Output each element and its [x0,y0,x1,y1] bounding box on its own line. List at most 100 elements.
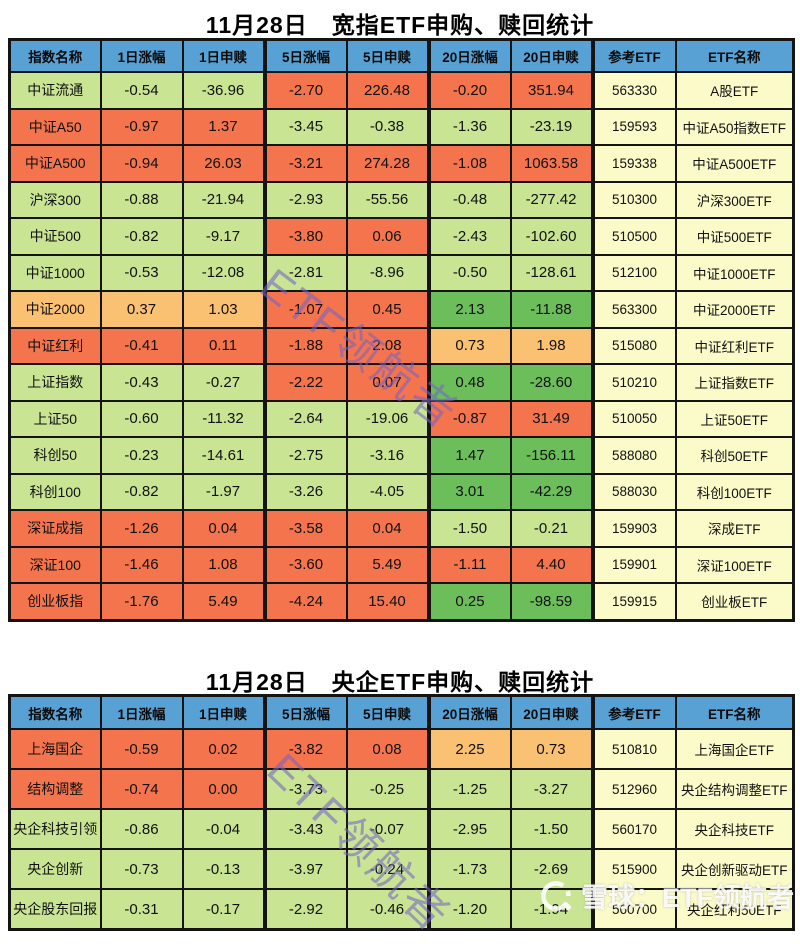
index-name-cell: 中证A50 [8,107,102,146]
index-name-cell: 上证指数 [8,363,102,402]
value-cell: 0.73 [509,728,594,770]
index-name-cell: 上海国企 [8,728,102,770]
value-cell: -11.32 [181,399,266,438]
table-row: 沪深300 -0.88 -21.94 -2.93 -55.56 -0.48 -277.42 5… [8,180,795,219]
central-enterprise-etf-table: 指数名称 1日涨幅 1日申赎 5日涨幅 5日申赎 20日涨幅 20日申赎 参考ETF ETF名称… [8,694,795,931]
value-cell: -0.88 [99,180,184,219]
value-cell: -1.08 [426,144,512,183]
value-cell: 0.11 [181,326,266,365]
etf-code-cell: 560170 [590,808,677,850]
etf-code-cell: 159915 [590,582,677,621]
etf-code-cell: 512100 [590,253,677,292]
value-cell: -156.11 [509,436,594,475]
value-cell: 3.01 [426,472,512,511]
column-header: 5日涨幅 [262,38,348,73]
value-cell: -1.50 [426,509,512,548]
value-cell: 1.37 [181,107,266,146]
value-cell: -3.45 [262,107,348,146]
etf-name-cell: 科创100ETF [674,472,795,511]
value-cell: 0.07 [345,363,430,402]
value-cell: -42.29 [509,472,594,511]
value-cell: 1.03 [181,290,266,329]
index-name-cell: 科创100 [8,472,102,511]
etf-name-cell: 央企创新驱动ETF [674,848,795,890]
value-cell: -0.24 [345,848,430,890]
value-cell: -3.43 [262,808,348,850]
value-cell: -0.50 [426,253,512,292]
etf-name-cell: 中证A500ETF [674,144,795,183]
value-cell: -2.81 [262,253,348,292]
value-cell: -277.42 [509,180,594,219]
table-row: 中证流通 -0.54 -36.96 -2.70 226.48 -0.20 351.94 563… [8,71,795,110]
table-row: 央企科技引领 -0.86 -0.04 -3.43 -0.07 -2.95 -1.50 5601… [8,808,795,850]
table-row: 创业板指 -1.76 5.49 -4.24 15.40 0.25 -98.59 159915 创… [8,582,795,621]
value-cell: 0.04 [345,509,430,548]
etf-name-cell: 上证指数ETF [674,363,795,402]
index-name-cell: 中证2000 [8,290,102,329]
value-cell: -0.20 [426,71,512,110]
table-row: 中证2000 0.37 1.03 -1.07 0.45 2.13 -11.88 563300 中… [8,290,795,329]
value-cell: 0.25 [426,582,512,621]
column-header: 1日涨幅 [99,38,184,73]
etf-code-cell: 510300 [590,180,677,219]
value-cell: -0.54 [99,71,184,110]
value-cell: -1.94 [509,888,594,931]
value-cell: 1.47 [426,436,512,475]
value-cell: -12.08 [181,253,266,292]
value-cell: 1063.58 [509,144,594,183]
etf-code-cell: 159903 [590,509,677,548]
value-cell: 0.00 [181,768,266,810]
value-cell: -0.87 [426,399,512,438]
table-row: 中证A50 -0.97 1.37 -3.45 -0.38 -1.36 -23.19 15959… [8,107,795,146]
value-cell: -9.17 [181,217,266,256]
value-cell: 5.49 [181,582,266,621]
index-name-cell: 科创50 [8,436,102,475]
column-header: 参考ETF [590,38,677,73]
column-header: 20日申赎 [509,38,594,73]
etf-code-cell: 159338 [590,144,677,183]
value-cell: 226.48 [345,71,430,110]
value-cell: 0.06 [345,217,430,256]
value-cell: -4.05 [345,472,430,511]
value-cell: -0.17 [181,888,266,931]
value-cell: -3.60 [262,545,348,584]
column-header: 5日申赎 [345,38,430,73]
value-cell: -1.46 [99,545,184,584]
value-cell: -0.25 [345,768,430,810]
value-cell: -2.95 [426,808,512,850]
value-cell: 0.02 [181,728,266,770]
value-cell: 274.28 [345,144,430,183]
etf-name-cell: 央企科技ETF [674,808,795,850]
value-cell: -14.61 [181,436,266,475]
value-cell: -0.21 [509,509,594,548]
value-cell: -3.80 [262,217,348,256]
value-cell: -1.88 [262,326,348,365]
value-cell: -1.50 [509,808,594,850]
value-cell: -3.21 [262,144,348,183]
index-name-cell: 深证成指 [8,509,102,548]
etf-name-cell: 中证红利ETF [674,326,795,365]
etf-name-cell: 央企红利50ETF [674,888,795,931]
value-cell: -1.26 [99,509,184,548]
etf-name-cell: A股ETF [674,71,795,110]
value-cell: 4.40 [509,545,594,584]
index-name-cell: 央企创新 [8,848,102,890]
value-cell: -2.64 [262,399,348,438]
value-cell: -1.25 [426,768,512,810]
etf-code-cell: 560700 [590,888,677,931]
value-cell: -1.97 [181,472,266,511]
etf-name-cell: 上证50ETF [674,399,795,438]
value-cell: -98.59 [509,582,594,621]
column-header: 指数名称 [8,694,102,730]
column-header: 参考ETF [590,694,677,730]
value-cell: -21.94 [181,180,266,219]
value-cell: -0.04 [181,808,266,850]
value-cell: -3.58 [262,509,348,548]
value-cell: -3.82 [262,728,348,770]
column-header: 20日涨幅 [426,694,512,730]
broad-index-etf-table: 指数名称 1日涨幅 1日申赎 5日涨幅 5日申赎 20日涨幅 20日申赎 参考ETF ETF名称… [8,38,795,622]
index-name-cell: 中证1000 [8,253,102,292]
value-cell: -0.27 [181,363,266,402]
etf-name-cell: 央企结构调整ETF [674,768,795,810]
table-row: 中证红利 -0.41 0.11 -1.88 2.08 0.73 1.98 515080 中证红利… [8,326,795,365]
